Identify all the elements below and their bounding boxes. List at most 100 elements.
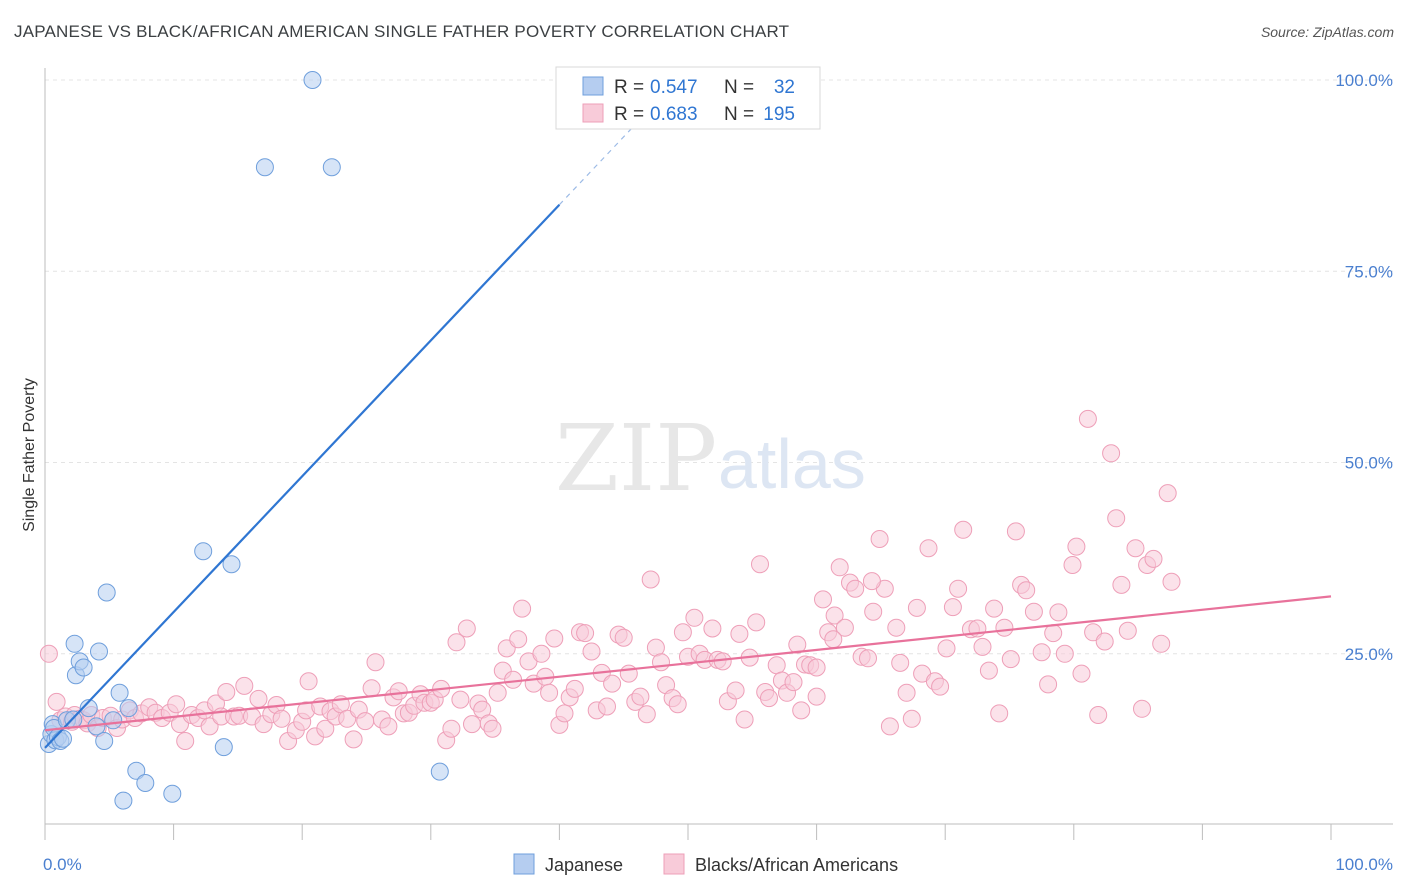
point-blacks — [1049, 603, 1068, 622]
point-blacks — [862, 572, 881, 591]
legend-r-value: 0.683 — [650, 104, 698, 125]
point-blacks — [784, 673, 803, 692]
point-blacks — [1017, 581, 1036, 600]
legend-n-value: 32 — [774, 77, 795, 98]
point-blacks — [995, 618, 1014, 637]
legend-r-value: 0.547 — [650, 77, 698, 98]
point-blacks — [1107, 509, 1126, 528]
point-blacks — [582, 642, 601, 661]
point-blacks — [488, 683, 507, 702]
point-blacks — [726, 681, 745, 700]
point-japanese — [114, 791, 133, 810]
point-blacks — [760, 689, 778, 708]
point-blacks — [1152, 634, 1171, 653]
point-blacks — [631, 687, 650, 706]
point-blacks — [685, 608, 704, 627]
point-blacks — [1078, 409, 1097, 428]
point-blacks — [907, 598, 926, 617]
point-blacks — [846, 579, 865, 598]
legend-r-label: R = — [614, 104, 644, 125]
point-blacks — [735, 710, 754, 729]
point-blacks — [389, 682, 408, 701]
point-blacks — [954, 520, 973, 539]
bottom-legend-label-blacks: Blacks/African Americans — [695, 855, 898, 875]
point-blacks — [880, 717, 899, 736]
point-blacks — [1067, 537, 1086, 556]
point-japanese — [104, 711, 123, 730]
point-blacks — [366, 653, 385, 672]
point-japanese — [303, 71, 322, 89]
point-blacks — [362, 679, 381, 698]
point-blacks — [272, 709, 291, 728]
point-japanese — [97, 583, 116, 602]
point-japanese — [163, 784, 182, 803]
point-blacks — [931, 677, 950, 696]
point-blacks — [747, 613, 766, 632]
point-blacks — [825, 606, 844, 625]
point-japanese — [136, 774, 155, 792]
point-blacks — [1001, 650, 1020, 669]
trend-line-japanese — [44, 203, 561, 749]
point-blacks — [217, 683, 236, 701]
point-japanese — [255, 158, 274, 177]
legend-swatch-blacks — [582, 103, 604, 123]
point-blacks — [555, 704, 574, 723]
point-blacks — [39, 644, 58, 663]
legend-swatch-japanese — [582, 76, 604, 96]
point-blacks — [532, 644, 551, 663]
point-blacks — [1024, 602, 1043, 621]
watermark-atlas: atlas — [718, 425, 866, 503]
grid-lines — [45, 79, 1393, 655]
point-blacks — [167, 695, 186, 714]
legend: R = 0.547 N = 32 R = 0.683 N = 195 — [555, 66, 821, 130]
point-blacks — [792, 701, 811, 720]
point-blacks — [1095, 632, 1114, 651]
bottom-legend-swatch-blacks — [663, 853, 685, 875]
point-blacks — [807, 687, 826, 706]
point-blacks — [652, 653, 670, 672]
point-blacks — [824, 630, 843, 649]
point-blacks — [1126, 539, 1145, 558]
point-blacks — [864, 602, 883, 621]
point-blacks — [447, 633, 466, 652]
tick-labels: 25.0% 50.0% 75.0% 100.0% 0.0% 100.0% — [43, 71, 1393, 874]
point-blacks — [990, 704, 1009, 723]
point-blacks — [919, 539, 938, 558]
point-japanese — [322, 158, 341, 177]
point-blacks — [1032, 643, 1051, 662]
point-blacks — [356, 712, 375, 731]
point-blacks — [1072, 664, 1091, 683]
point-blacks — [513, 599, 532, 618]
point-blacks — [1039, 675, 1058, 694]
x-tick-label: 0.0% — [43, 855, 82, 874]
point-blacks — [730, 624, 749, 643]
point-blacks — [1133, 699, 1151, 718]
legend-r-label: R = — [614, 77, 644, 98]
point-blacks — [509, 630, 528, 649]
point-blacks — [249, 689, 268, 708]
point-blacks — [1055, 644, 1074, 663]
point-japanese — [110, 683, 129, 702]
point-blacks — [641, 570, 660, 589]
point-blacks — [483, 719, 502, 738]
point-japanese — [54, 729, 72, 748]
point-blacks — [1162, 572, 1181, 591]
point-blacks — [1006, 522, 1025, 541]
trend-line-japanese-extension — [558, 122, 637, 206]
point-blacks — [1089, 706, 1108, 724]
point-blacks — [668, 695, 687, 714]
point-japanese — [79, 699, 98, 718]
legend-n-label: N = — [724, 104, 754, 125]
point-blacks — [316, 719, 335, 738]
point-japanese — [65, 634, 84, 653]
trend-line-blacks — [44, 595, 1332, 732]
point-blacks — [603, 674, 622, 693]
point-japanese — [194, 542, 213, 561]
point-blacks — [344, 730, 363, 749]
point-blacks — [979, 661, 998, 680]
point-blacks — [614, 628, 633, 647]
point-blacks — [673, 623, 692, 642]
point-blacks — [451, 690, 470, 709]
point-blacks — [887, 618, 906, 637]
point-japanese — [119, 699, 138, 718]
